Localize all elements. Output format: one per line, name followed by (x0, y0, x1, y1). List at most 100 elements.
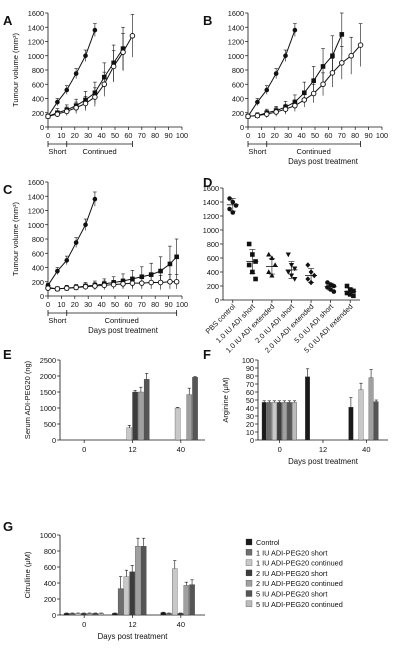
bar (373, 401, 379, 441)
y-axis-label: Tumour volume (mm³) (11, 33, 20, 107)
data-point (148, 279, 154, 286)
y-tick-label: 600 (32, 80, 44, 89)
x-tick-label: 70 (338, 131, 346, 140)
y-axis-label: Serum ADI-PEG20 (ng) (23, 360, 32, 439)
x-tick-label: 10 (57, 300, 65, 309)
x-tick-label: 10 (257, 131, 265, 140)
data-point (64, 258, 70, 263)
data-point (83, 53, 88, 59)
bar (63, 613, 70, 616)
category-group: 40 (160, 560, 195, 629)
data-point (305, 262, 311, 268)
y-tick-label: 1000 (228, 52, 244, 61)
bar (135, 546, 141, 616)
y-tick-label: 600 (232, 80, 244, 89)
data-point (167, 279, 173, 285)
legend-label: 5 IU ADI-PEG20 continued (256, 600, 343, 609)
category-group: 12 (126, 373, 150, 454)
x-tick-label: 30 (84, 131, 92, 140)
data-point (255, 99, 260, 105)
y-tick-label: 1600 (228, 9, 244, 18)
legend-swatch (245, 580, 253, 587)
x-tick-label: 12 (128, 445, 136, 454)
data-point (110, 281, 117, 288)
x-axis-label: Days post treatment (288, 157, 359, 166)
series-line (47, 198, 96, 286)
bar (261, 402, 267, 441)
data-point (129, 280, 136, 286)
y-tick-label: 800 (32, 66, 44, 75)
y-tick-label: 1400 (28, 23, 44, 32)
y-tick-label: 0 (250, 436, 254, 445)
x-tick-label: 0 (46, 300, 50, 309)
y-tick-label: 1600 (28, 178, 44, 187)
legend-label: 2 IU ADI-PEG20 short (256, 569, 327, 578)
data-point (285, 252, 291, 258)
bar (75, 613, 81, 616)
y-tick-label: 1200 (28, 38, 44, 47)
bar (183, 585, 190, 616)
y-tick-label: 50 (246, 396, 254, 405)
y-tick-label: 200 (32, 278, 44, 287)
y-tick-label: 0 (52, 611, 56, 620)
data-point (273, 109, 279, 115)
series-1 (245, 23, 298, 119)
y-tick-label: 200 (44, 595, 56, 604)
data-point (246, 262, 252, 268)
data-point (174, 254, 179, 260)
x-tick-label: 50 (111, 300, 119, 309)
bar (143, 379, 150, 441)
y-tick-label: 1000 (40, 531, 56, 540)
bar (132, 391, 138, 441)
phase-label: Continued (105, 316, 139, 325)
y-axis-label: Citrulline (μM) (23, 551, 32, 598)
data-point (320, 81, 326, 87)
y-tick-label: 70 (246, 380, 254, 389)
legend-label: 1 IU ADI-PEG20 short (256, 548, 327, 557)
x-tick-label: 0 (82, 445, 86, 454)
data-point (120, 281, 126, 287)
bar (166, 613, 172, 616)
data-point (157, 279, 164, 286)
y-tick-label: 800 (32, 235, 44, 244)
bar (129, 571, 135, 616)
y-tick-label: 2500 (40, 356, 56, 365)
data-point (330, 53, 335, 59)
y-tick-label: 500 (44, 420, 56, 429)
y-tick-label: 40 (246, 404, 254, 413)
y-tick-label: 200 (207, 282, 219, 291)
data-point (73, 240, 79, 245)
data-point (158, 268, 163, 274)
y-tick-label: 1400 (28, 192, 44, 201)
y-axis-label: Arginine (μM) (221, 377, 230, 423)
data-point (339, 60, 345, 66)
panel-letter-f: F (203, 347, 211, 362)
data-point (269, 272, 275, 278)
bar (160, 612, 166, 616)
legend-label: Control (256, 538, 280, 547)
chart-panel-e: 0 500 1000 1500 2000 2500 Serum ADI-PEG20 (ng)… (23, 356, 205, 454)
category-group: 0 (82, 440, 86, 454)
data-point (351, 293, 356, 299)
data-point (92, 94, 98, 100)
data-point (129, 33, 136, 39)
x-tick-label: 0 (46, 131, 50, 140)
bar (69, 613, 76, 616)
data-point (272, 262, 278, 267)
bar (172, 568, 178, 616)
data-point (311, 78, 316, 83)
phase-label: Short (48, 147, 67, 156)
bar (186, 394, 192, 441)
data-point (101, 282, 108, 289)
x-tick-label: 20 (271, 131, 279, 140)
bar (98, 613, 104, 616)
y-axis-label: Tumour volume (mm³) (11, 202, 20, 276)
data-point (301, 97, 308, 103)
y-tick-label: 0 (40, 123, 44, 132)
data-point (264, 87, 270, 93)
data-point (64, 285, 70, 291)
data-point (273, 71, 279, 76)
y-tick-label: 1400 (203, 198, 219, 207)
bar (305, 376, 310, 441)
